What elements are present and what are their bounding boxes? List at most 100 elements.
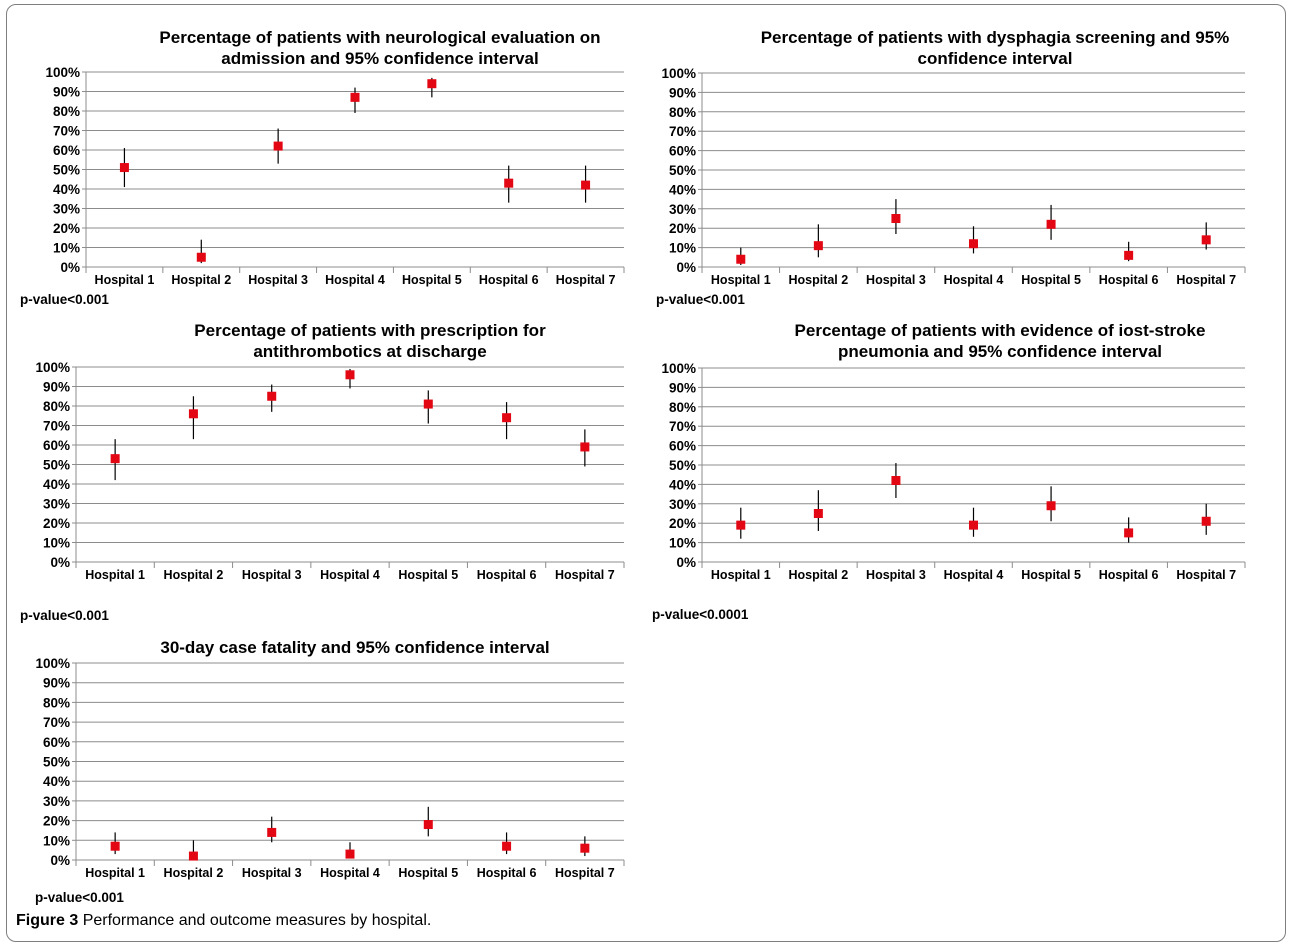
y-tick-label: 60% <box>53 143 80 158</box>
x-tick-label: Hospital 5 <box>398 568 458 582</box>
x-tick-label: Hospital 3 <box>248 273 308 287</box>
y-tick-label: 60% <box>669 439 696 454</box>
y-tick-label: 0% <box>50 853 70 868</box>
y-tick-label: 70% <box>43 419 70 434</box>
data-point <box>813 241 823 251</box>
x-tick-label: Hospital 3 <box>866 273 926 287</box>
chart-plot: 0% 10% 20% 30% 40% 50% 60% 70% 80% 90% 100% Hospita… <box>661 66 1246 287</box>
x-tick-label: Hospital 5 <box>402 273 462 287</box>
x-tick-label: Hospital 5 <box>1021 568 1081 582</box>
data-point <box>1124 250 1134 260</box>
x-tick-label: Hospital 1 <box>85 866 145 880</box>
y-tick-label: 50% <box>43 755 70 770</box>
y-tick-label: 0% <box>50 555 70 570</box>
y-tick-label: 70% <box>669 124 696 139</box>
data-point <box>345 849 355 859</box>
x-tick-label: Hospital 7 <box>555 568 615 582</box>
data-point <box>267 827 277 837</box>
p-value-label: p-value<0.0001 <box>652 607 749 622</box>
y-tick-label: 40% <box>43 477 70 492</box>
y-tick-label: 50% <box>669 163 696 178</box>
x-tick-label: Hospital 6 <box>1099 273 1159 287</box>
y-tick-label: 10% <box>669 536 696 551</box>
x-tick-label: Hospital 4 <box>325 273 385 287</box>
x-tick-label: Hospital 2 <box>164 568 224 582</box>
y-tick-label: 40% <box>669 477 696 492</box>
y-tick-label: 20% <box>53 221 80 236</box>
chart-title: Percentage of patients with evidence of … <box>794 321 1206 361</box>
x-tick-label: Hospital 6 <box>479 273 539 287</box>
data-point <box>502 841 512 851</box>
data-point <box>891 214 901 223</box>
x-tick-label: Hospital 1 <box>95 273 155 287</box>
x-tick-label: Hospital 4 <box>320 568 380 582</box>
x-tick-label: Hospital 1 <box>711 273 771 287</box>
y-tick-label: 80% <box>43 399 70 414</box>
y-tick-label: 90% <box>669 85 696 100</box>
data-point <box>110 454 120 464</box>
y-tick-label: 70% <box>669 419 696 434</box>
y-tick-label: 40% <box>43 774 70 789</box>
x-tick-label: Hospital 2 <box>788 273 848 287</box>
x-tick-label: Hospital 7 <box>1176 273 1236 287</box>
y-tick-label: 60% <box>669 144 696 159</box>
data-point <box>423 399 433 409</box>
y-tick-label: 10% <box>669 241 696 256</box>
y-tick-label: 90% <box>43 380 70 395</box>
chart-plot: 0% 10% 20% 30% 40% 50% 60% 70% 80% 90% 100% Hospita… <box>35 360 625 582</box>
y-tick-label: 10% <box>53 241 80 256</box>
y-tick-label: 80% <box>43 695 70 710</box>
y-tick-label: 80% <box>53 104 80 119</box>
x-tick-label: Hospital 2 <box>171 273 231 287</box>
data-point <box>267 391 277 401</box>
y-tick-label: 80% <box>669 105 696 120</box>
x-tick-label: Hospital 6 <box>477 866 537 880</box>
data-point <box>345 370 355 380</box>
y-tick-label: 0% <box>676 260 696 275</box>
x-tick-label: Hospital 5 <box>398 866 458 880</box>
y-tick-label: 100% <box>35 656 70 671</box>
x-tick-label: Hospital 3 <box>866 568 926 582</box>
x-tick-label: Hospital 1 <box>711 568 771 582</box>
figure-caption: Figure 3 Performance and outcome measure… <box>16 912 431 930</box>
y-tick-label: 20% <box>669 221 696 236</box>
y-tick-label: 50% <box>43 458 70 473</box>
x-tick-label: Hospital 4 <box>944 568 1004 582</box>
x-tick-label: Hospital 5 <box>1021 273 1081 287</box>
data-point <box>1124 528 1134 538</box>
x-tick-label: Hospital 4 <box>320 866 380 880</box>
data-point <box>813 509 823 518</box>
y-tick-label: 30% <box>43 497 70 512</box>
data-point <box>736 520 746 530</box>
y-tick-label: 90% <box>43 676 70 691</box>
y-tick-label: 100% <box>45 65 80 80</box>
chart-title: 30-day case fatality and 95% confidence … <box>160 638 550 657</box>
data-point <box>580 442 590 452</box>
data-point <box>504 178 514 188</box>
figure-frame <box>6 4 1286 942</box>
y-tick-label: 40% <box>53 182 80 197</box>
chart-title: Percentage of patients with dysphagia sc… <box>760 28 1230 68</box>
chart-plot: 0% 10% 20% 30% 40% 50% 60% 70% 80% 90% 100% Hospita… <box>35 656 625 880</box>
data-point <box>502 413 512 423</box>
y-tick-label: 100% <box>661 361 696 376</box>
x-tick-label: Hospital 4 <box>944 273 1004 287</box>
y-tick-label: 20% <box>43 516 70 531</box>
data-point <box>119 163 129 173</box>
data-point <box>1046 501 1056 511</box>
p-value-label: p-value<0.001 <box>35 890 124 905</box>
y-tick-label: 30% <box>53 202 80 217</box>
x-tick-label: Hospital 6 <box>1099 568 1159 582</box>
data-point <box>736 254 746 264</box>
y-tick-label: 70% <box>43 715 70 730</box>
data-point <box>1201 235 1211 245</box>
y-tick-label: 10% <box>43 833 70 848</box>
y-tick-label: 60% <box>43 438 70 453</box>
p-value-label: p-value<0.001 <box>20 292 109 307</box>
data-point <box>969 520 978 530</box>
p-value-label: p-value<0.001 <box>20 608 109 623</box>
y-tick-label: 50% <box>53 163 80 178</box>
x-tick-label: Hospital 2 <box>164 866 224 880</box>
data-point <box>350 92 360 102</box>
data-point <box>891 476 901 486</box>
